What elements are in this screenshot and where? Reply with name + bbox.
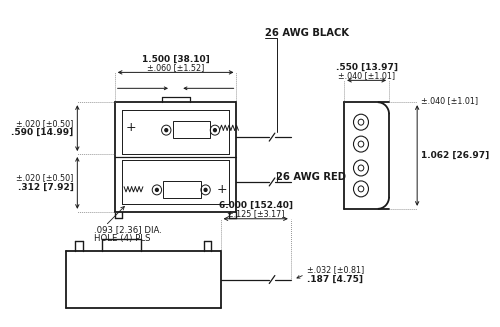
- Bar: [164, 181, 201, 198]
- Circle shape: [204, 188, 207, 191]
- Text: ±.020 [±0.50]: ±.020 [±0.50]: [16, 119, 74, 128]
- Text: ±.040 [±1.01]: ±.040 [±1.01]: [338, 71, 395, 80]
- Text: .590 [14.99]: .590 [14.99]: [12, 128, 74, 137]
- Text: ±.125 [±3.17]: ±.125 [±3.17]: [227, 209, 284, 218]
- Bar: [173, 121, 210, 138]
- Text: 1.500 [38.10]: 1.500 [38.10]: [142, 55, 210, 64]
- Text: HOLE (4) PLS: HOLE (4) PLS: [94, 234, 150, 243]
- Text: ±.060 [±1.52]: ±.060 [±1.52]: [147, 63, 204, 72]
- Text: +: +: [126, 121, 136, 134]
- Text: .187 [4.75]: .187 [4.75]: [306, 275, 362, 284]
- Text: +: +: [217, 183, 228, 197]
- Circle shape: [156, 188, 158, 191]
- Text: .312 [7.92]: .312 [7.92]: [18, 182, 74, 191]
- Text: ±.032 [±0.81]: ±.032 [±0.81]: [306, 265, 364, 274]
- Text: .550 [13.97]: .550 [13.97]: [336, 63, 398, 72]
- Text: ±.040 [±1.01]: ±.040 [±1.01]: [421, 96, 478, 105]
- Text: 26 AWG RED: 26 AWG RED: [276, 172, 346, 182]
- Circle shape: [214, 129, 216, 132]
- Text: 1.062 [26.97]: 1.062 [26.97]: [421, 151, 489, 160]
- Text: 26 AWG BLACK: 26 AWG BLACK: [264, 27, 348, 38]
- Text: .093 [2.36] DIA.: .093 [2.36] DIA.: [94, 225, 162, 234]
- Text: ±.020 [±0.50]: ±.020 [±0.50]: [16, 173, 74, 182]
- Circle shape: [165, 129, 168, 132]
- Text: 6.000 [152.40]: 6.000 [152.40]: [218, 201, 292, 210]
